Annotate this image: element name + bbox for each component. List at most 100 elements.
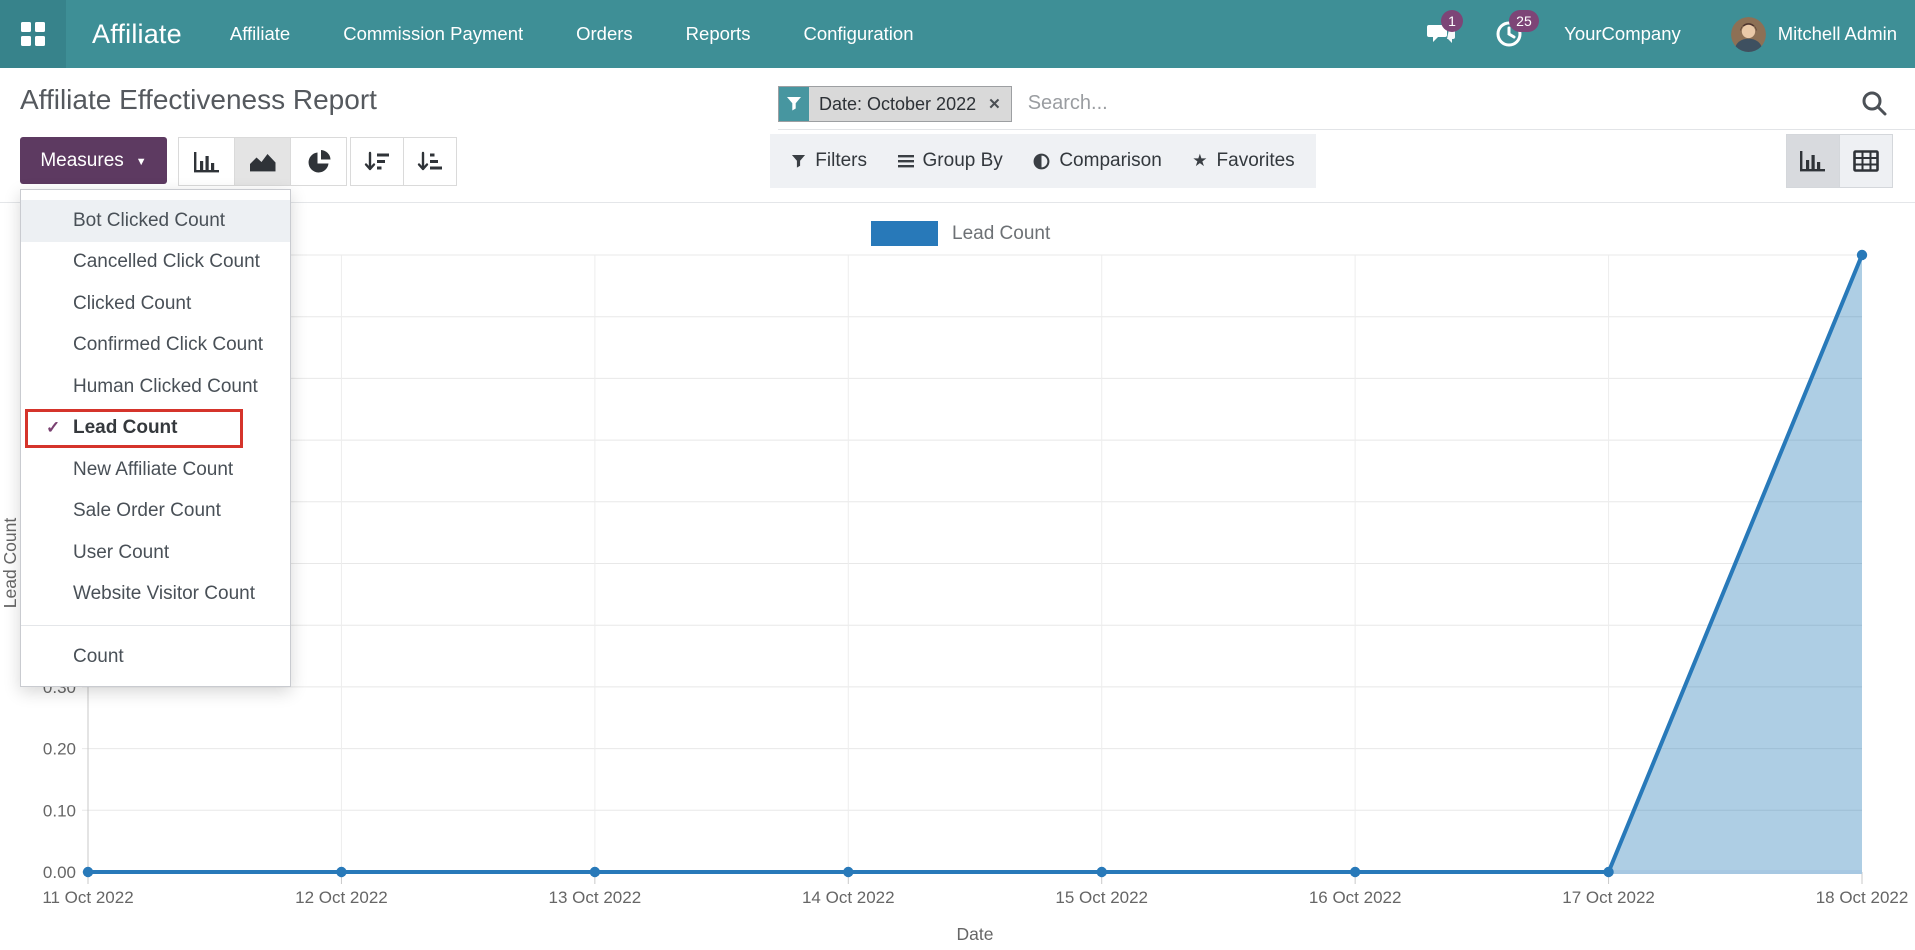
measures-button[interactable]: Measures ▼ bbox=[20, 137, 167, 184]
close-icon[interactable]: ✕ bbox=[988, 96, 1001, 113]
series-line bbox=[86, 253, 1864, 874]
star-icon: ★ bbox=[1192, 151, 1208, 170]
sort-ascending-button[interactable] bbox=[403, 137, 457, 186]
sort-descending-button[interactable] bbox=[350, 137, 404, 186]
bar-chart-icon bbox=[193, 151, 219, 172]
user-menu[interactable]: Mitchell Admin bbox=[1777, 23, 1897, 44]
data-point[interactable] bbox=[1603, 866, 1614, 878]
area-fill bbox=[88, 255, 1862, 872]
filter-funnel-icon bbox=[779, 87, 809, 121]
x-tick-label: 15 Oct 2022 bbox=[1055, 888, 1148, 907]
measure-option-cancelled-click-count[interactable]: Cancelled Click Count bbox=[21, 242, 290, 284]
search-icon[interactable] bbox=[1861, 90, 1887, 121]
pie-chart-button[interactable] bbox=[290, 137, 347, 186]
nav-item-affiliate[interactable]: Affiliate bbox=[229, 23, 291, 44]
sort-ascending-icon bbox=[417, 151, 442, 170]
avatar[interactable] bbox=[1730, 16, 1766, 52]
comparison-menu-label: Comparison bbox=[1059, 150, 1162, 171]
chevron-down-icon: ▼ bbox=[135, 155, 147, 168]
search-input[interactable]: Date: October 2022 ✕ Search... bbox=[778, 86, 1915, 130]
y-tick-label: 0.20 bbox=[43, 740, 76, 759]
y-tick-label: 0.00 bbox=[43, 863, 76, 882]
nav-item-commission-payment[interactable]: Commission Payment bbox=[343, 23, 524, 44]
measure-option-label: User Count bbox=[73, 541, 170, 563]
measure-option-label: Clicked Count bbox=[73, 292, 192, 314]
measure-option-sale-order-count[interactable]: Sale Order Count bbox=[21, 491, 290, 533]
nav-item-orders[interactable]: Orders bbox=[576, 23, 633, 44]
app-brand[interactable]: Affiliate bbox=[92, 18, 182, 49]
sort-controls bbox=[350, 137, 457, 186]
funnel-icon bbox=[791, 154, 806, 169]
messages-badge: 1 bbox=[1441, 10, 1463, 32]
half-circle-icon bbox=[1033, 153, 1050, 170]
measure-option-label: Sale Order Count bbox=[73, 500, 221, 522]
table-grid-icon bbox=[1853, 150, 1879, 172]
measure-option-label: New Affiliate Count bbox=[73, 458, 234, 480]
measure-option-new-affiliate-count[interactable]: New Affiliate Count bbox=[21, 449, 290, 491]
x-tick-label: 13 Oct 2022 bbox=[549, 888, 642, 907]
y-tick-label: 0.10 bbox=[43, 801, 76, 820]
data-point[interactable] bbox=[336, 866, 347, 878]
measure-option-label: Bot Clicked Count bbox=[73, 209, 226, 231]
x-axis-label: Date bbox=[957, 924, 994, 944]
top-navbar: Affiliate Affiliate Commission Payment Ord… bbox=[0, 0, 1915, 68]
area-chart-button[interactable] bbox=[234, 137, 291, 186]
measure-option-lead-count[interactable]: ✓ Lead Count bbox=[21, 408, 290, 450]
measure-option-label: Confirmed Click Count bbox=[73, 334, 264, 356]
measure-option-user-count[interactable]: User Count bbox=[21, 532, 290, 574]
chart-type-switcher bbox=[178, 137, 347, 186]
measure-option-confirmed-click-count[interactable]: Confirmed Click Count bbox=[21, 325, 290, 367]
measures-dropdown-list: Bot Clicked Count Cancelled Click Count Cl… bbox=[21, 200, 290, 615]
page-title: Affiliate Effectiveness Report bbox=[20, 84, 377, 115]
check-icon: ✓ bbox=[46, 418, 61, 438]
company-switcher[interactable]: YourCompany bbox=[1564, 23, 1681, 44]
filters-menu-button[interactable]: Filters bbox=[791, 150, 867, 172]
measure-option-human-clicked-count[interactable]: Human Clicked Count bbox=[21, 366, 290, 408]
data-point[interactable] bbox=[1349, 866, 1361, 878]
x-tick-label: 17 Oct 2022 bbox=[1562, 888, 1655, 907]
data-point[interactable] bbox=[1856, 249, 1868, 261]
measure-option-website-visitor-count[interactable]: Website Visitor Count bbox=[21, 574, 290, 616]
data-point[interactable] bbox=[82, 866, 94, 878]
graph-view-button[interactable] bbox=[1786, 134, 1840, 188]
bar-chart-button[interactable] bbox=[178, 137, 235, 186]
messages-icon[interactable]: 1 bbox=[1426, 10, 1463, 49]
activities-icon[interactable]: 25 bbox=[1494, 10, 1539, 49]
group-by-menu-label: Group By bbox=[922, 150, 1003, 171]
measure-option-clicked-count[interactable]: Clicked Count bbox=[21, 283, 290, 325]
bar-chart-icon bbox=[1800, 151, 1825, 172]
content-divider bbox=[0, 202, 1915, 203]
x-tick-label: 12 Oct 2022 bbox=[295, 888, 388, 907]
data-point[interactable] bbox=[589, 866, 601, 878]
measure-option-label: Lead Count bbox=[73, 417, 178, 439]
comparison-menu-button[interactable]: Comparison bbox=[1033, 150, 1162, 172]
data-point[interactable] bbox=[843, 866, 854, 878]
pie-chart-icon bbox=[308, 149, 330, 172]
chat-bubbles-icon bbox=[1427, 25, 1456, 43]
sort-descending-icon bbox=[364, 151, 389, 170]
search-options-bar: Filters Group By Comparison ★ Favorites bbox=[770, 134, 1316, 188]
avatar-image bbox=[1730, 16, 1766, 52]
measure-option-label: Website Visitor Count bbox=[73, 583, 255, 605]
apps-menu-icon[interactable] bbox=[0, 0, 66, 68]
measures-dropdown: Bot Clicked Count Cancelled Click Count Cl… bbox=[20, 189, 291, 687]
favorites-menu-button[interactable]: ★ Favorites bbox=[1192, 150, 1294, 172]
nav-item-configuration[interactable]: Configuration bbox=[803, 23, 914, 44]
x-tick-label: 11 Oct 2022 bbox=[42, 888, 133, 907]
filter-chip: Date: October 2022 ✕ bbox=[778, 86, 1012, 122]
group-by-menu-button[interactable]: Group By bbox=[897, 150, 1003, 172]
data-point[interactable] bbox=[1096, 866, 1107, 878]
dropdown-divider bbox=[21, 625, 290, 626]
x-tick-label: 14 Oct 2022 bbox=[802, 888, 895, 907]
search-placeholder: Search... bbox=[1027, 92, 1108, 114]
filters-menu-label: Filters bbox=[815, 150, 867, 171]
activities-badge: 25 bbox=[1509, 10, 1539, 32]
grid-icon bbox=[21, 22, 45, 46]
measure-option-bot-clicked-count[interactable]: Bot Clicked Count bbox=[21, 200, 290, 242]
pivot-view-button[interactable] bbox=[1839, 134, 1893, 188]
nav-item-reports[interactable]: Reports bbox=[685, 23, 751, 44]
measure-option-count[interactable]: Count bbox=[73, 646, 124, 667]
x-tick-label: 16 Oct 2022 bbox=[1309, 888, 1402, 907]
legend-swatch bbox=[871, 221, 938, 246]
